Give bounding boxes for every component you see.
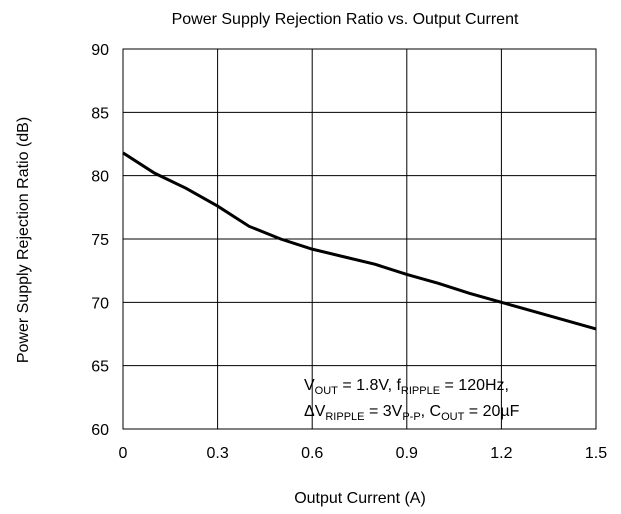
annotation-text: = 120Hz, — [440, 377, 509, 394]
annotation-subscript: RIPPLE — [401, 385, 440, 397]
y-tick-label: 90 — [91, 42, 109, 59]
x-tick-label: 1.5 — [585, 445, 607, 462]
x-axis-label: Output Current (A) — [294, 490, 426, 507]
annotation: VOUT = 1.8V, fRIPPLE = 120Hz, — [304, 377, 509, 397]
y-tick-label: 80 — [91, 169, 109, 186]
x-tick-label: 0.3 — [206, 445, 228, 462]
annotation-subscript: OUT — [441, 411, 465, 423]
annotation-text: = 3V — [365, 403, 403, 420]
y-tick-label: 60 — [91, 422, 109, 439]
annotation-text: = 20µF — [464, 403, 519, 420]
x-tick-label: 0.9 — [396, 445, 418, 462]
annotation-text: V — [304, 377, 315, 394]
annotation-subscript: OUT — [315, 385, 339, 397]
plot-frame — [122, 48, 597, 430]
annotation-text: = 1.8V, f — [338, 377, 402, 394]
chart-title: Power Supply Rejection Ratio vs. Output … — [172, 11, 519, 28]
annotation-subscript: P-P — [402, 411, 420, 423]
annotation-text: ΔV — [304, 403, 326, 420]
y-tick-label: 75 — [91, 232, 109, 249]
x-tick-label: 1.2 — [490, 445, 512, 462]
x-tick-label: 0 — [119, 445, 128, 462]
y-tick-label: 85 — [91, 105, 109, 122]
y-tick-label: 70 — [91, 295, 109, 312]
annotation-text: , C — [421, 403, 441, 420]
y-tick-label: 65 — [91, 359, 109, 376]
annotation: ΔVRIPPLE = 3VP-P, COUT = 20µF — [304, 403, 520, 423]
x-tick-label: 0.6 — [301, 445, 323, 462]
annotation-subscript: RIPPLE — [325, 411, 364, 423]
data-line — [122, 151, 597, 331]
y-axis-label: Power Supply Rejection Ratio (dB) — [15, 117, 32, 363]
